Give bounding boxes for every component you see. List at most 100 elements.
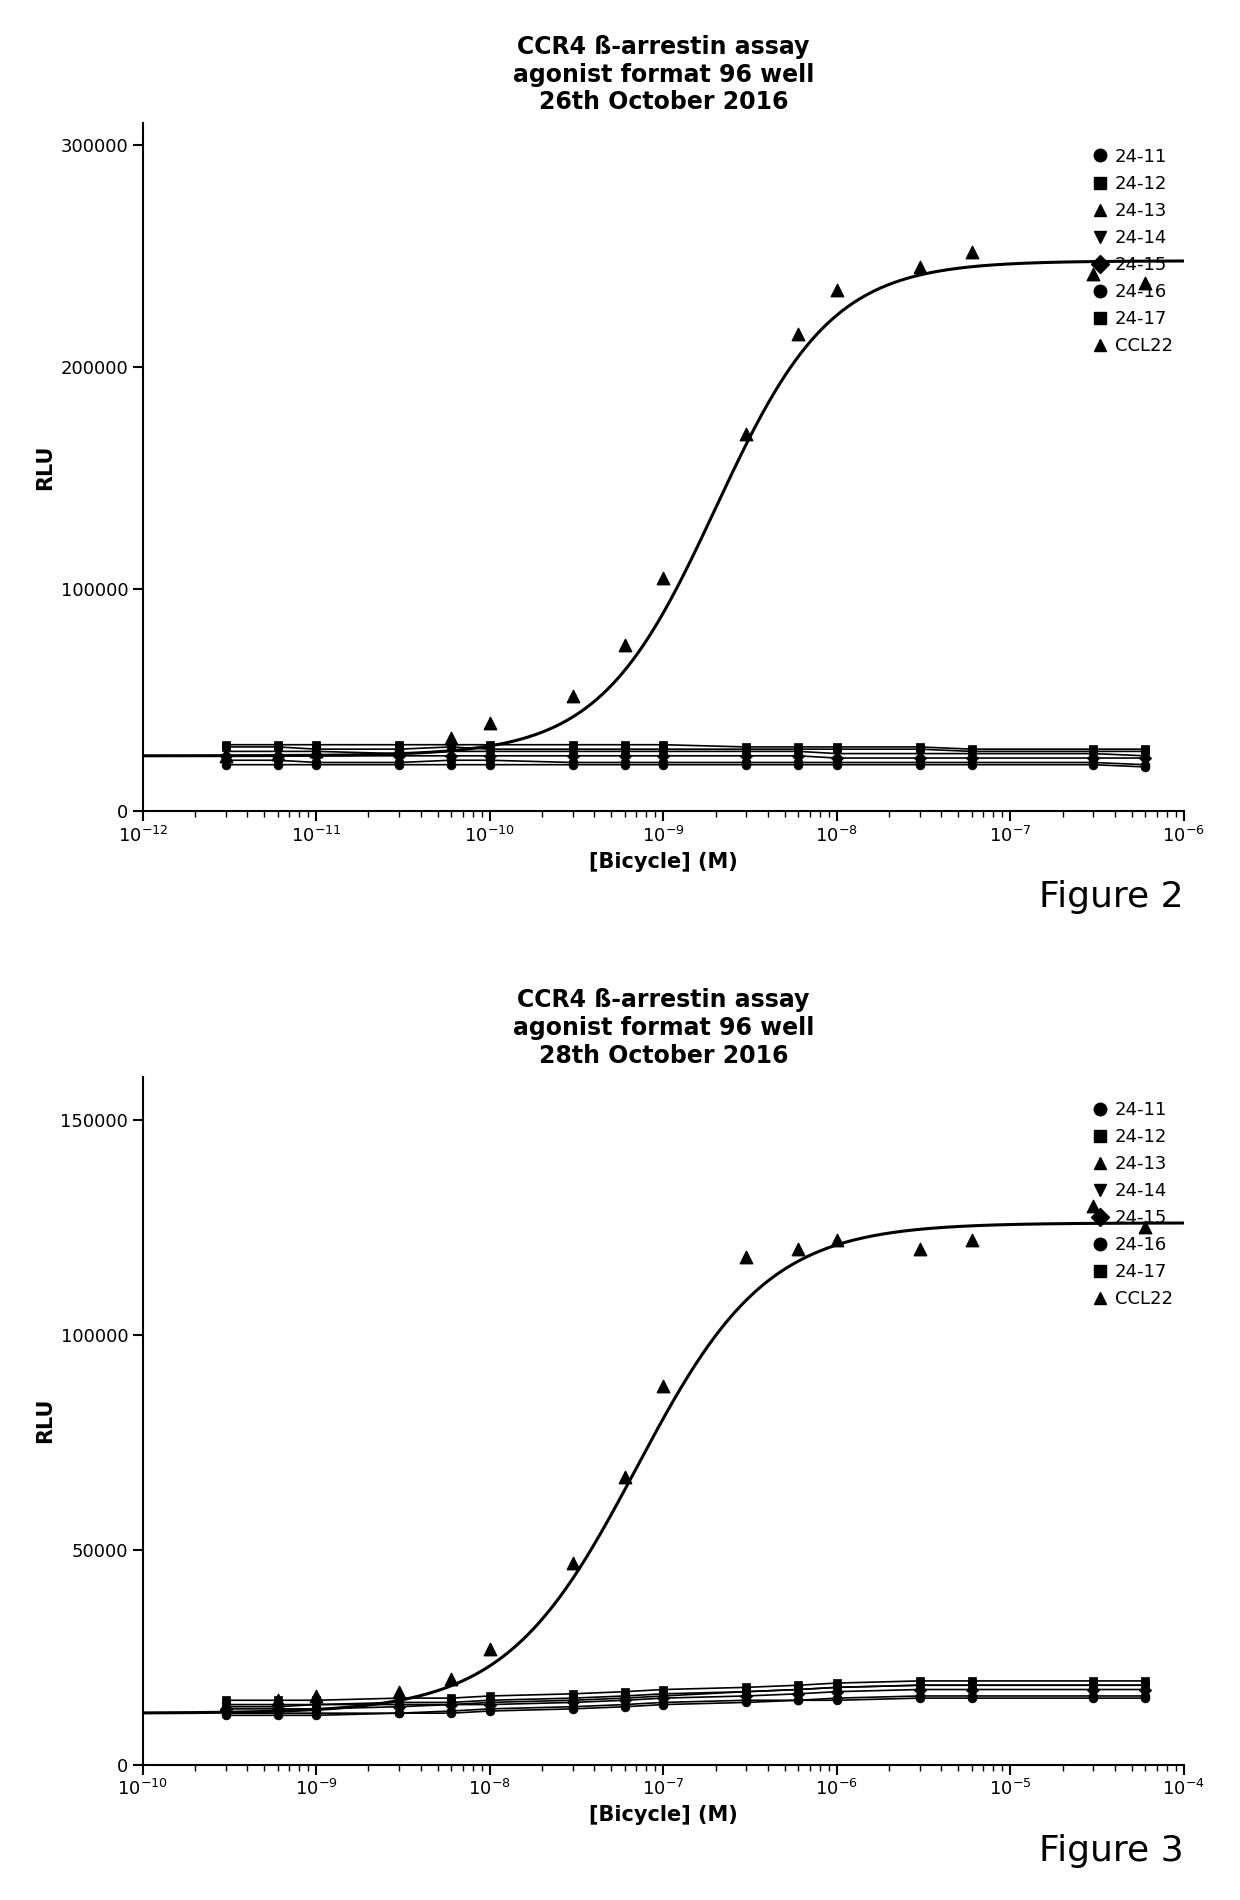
Point	[1136, 1683, 1156, 1714]
Point	[962, 1683, 982, 1714]
Point	[1136, 735, 1156, 766]
Point	[480, 733, 500, 764]
Point	[480, 730, 500, 760]
Point	[1136, 1682, 1156, 1712]
Point	[306, 1693, 326, 1723]
Point	[216, 1700, 236, 1731]
Point	[910, 743, 930, 773]
Point	[789, 1674, 808, 1704]
Point	[653, 1372, 673, 1402]
Y-axis label: RLU: RLU	[35, 1398, 55, 1444]
Point	[653, 1678, 673, 1708]
Point	[1136, 1674, 1156, 1704]
Point	[827, 274, 847, 304]
Point	[441, 1689, 461, 1720]
Point	[1136, 733, 1156, 764]
Point	[653, 1687, 673, 1718]
Point	[441, 730, 461, 760]
Point	[480, 735, 500, 766]
Point	[962, 739, 982, 770]
Point	[1136, 1670, 1156, 1700]
Point	[1084, 1683, 1104, 1714]
Point	[563, 735, 583, 766]
Point	[1084, 1666, 1104, 1697]
Point	[389, 1699, 409, 1729]
Point	[480, 1697, 500, 1727]
Legend: 24-11, 24-12, 24-13, 24-14, 24-15, 24-16, 24-17, CCL22: 24-11, 24-12, 24-13, 24-14, 24-15, 24-16…	[1087, 141, 1180, 363]
Point	[268, 745, 288, 775]
Point	[910, 1683, 930, 1714]
Point	[615, 1682, 635, 1712]
Point	[962, 1670, 982, 1700]
Point	[1084, 749, 1104, 779]
Title: CCR4 ß-arrestin assay
agonist format 96 well
28th October 2016: CCR4 ß-arrestin assay agonist format 96 …	[512, 988, 813, 1068]
Point	[306, 733, 326, 764]
Point	[653, 1674, 673, 1704]
X-axis label: [Bicycle] (M): [Bicycle] (M)	[589, 851, 738, 872]
Text: Figure 2: Figure 2	[1039, 880, 1184, 914]
Point	[1136, 743, 1156, 773]
Point	[789, 735, 808, 766]
Point	[653, 735, 673, 766]
Point	[1084, 1682, 1104, 1712]
Point	[789, 749, 808, 779]
Point	[441, 1689, 461, 1720]
Point	[737, 733, 756, 764]
Point	[268, 1699, 288, 1729]
Point	[910, 1670, 930, 1700]
Point	[615, 1461, 635, 1492]
Point	[563, 1687, 583, 1718]
Point	[653, 1683, 673, 1714]
Point	[910, 732, 930, 762]
Point	[737, 749, 756, 779]
Point	[653, 1682, 673, 1712]
Point	[910, 1233, 930, 1264]
Point	[389, 741, 409, 771]
Point	[1084, 747, 1104, 777]
Point	[737, 1676, 756, 1706]
Point	[910, 739, 930, 770]
Point	[268, 730, 288, 760]
Point	[216, 745, 236, 775]
Point	[389, 1683, 409, 1714]
Point	[615, 1683, 635, 1714]
Point	[216, 735, 236, 766]
Point	[962, 1682, 982, 1712]
Point	[827, 747, 847, 777]
Point	[480, 1693, 500, 1723]
Point	[216, 1691, 236, 1721]
Point	[615, 741, 635, 771]
Point	[441, 745, 461, 775]
Point	[563, 730, 583, 760]
Point	[653, 733, 673, 764]
Point	[737, 1243, 756, 1273]
Point	[789, 741, 808, 771]
Point	[910, 253, 930, 283]
Point	[737, 1672, 756, 1702]
Point	[268, 732, 288, 762]
Point	[1084, 743, 1104, 773]
Point	[268, 739, 288, 770]
Point	[563, 1691, 583, 1721]
Point	[563, 741, 583, 771]
Point	[615, 1691, 635, 1721]
Point	[563, 1685, 583, 1716]
Point	[1084, 1670, 1104, 1700]
Point	[1084, 739, 1104, 770]
Point	[268, 1691, 288, 1721]
Point	[653, 730, 673, 760]
Point	[268, 1685, 288, 1716]
Point	[910, 749, 930, 779]
Point	[827, 1685, 847, 1716]
Point	[480, 1687, 500, 1718]
Point	[789, 1685, 808, 1716]
Point	[737, 747, 756, 777]
Point	[216, 749, 236, 779]
Point	[389, 733, 409, 764]
Point	[216, 1689, 236, 1720]
Point	[306, 747, 326, 777]
Point	[827, 733, 847, 764]
Point	[563, 747, 583, 777]
Point	[962, 747, 982, 777]
Point	[268, 1700, 288, 1731]
